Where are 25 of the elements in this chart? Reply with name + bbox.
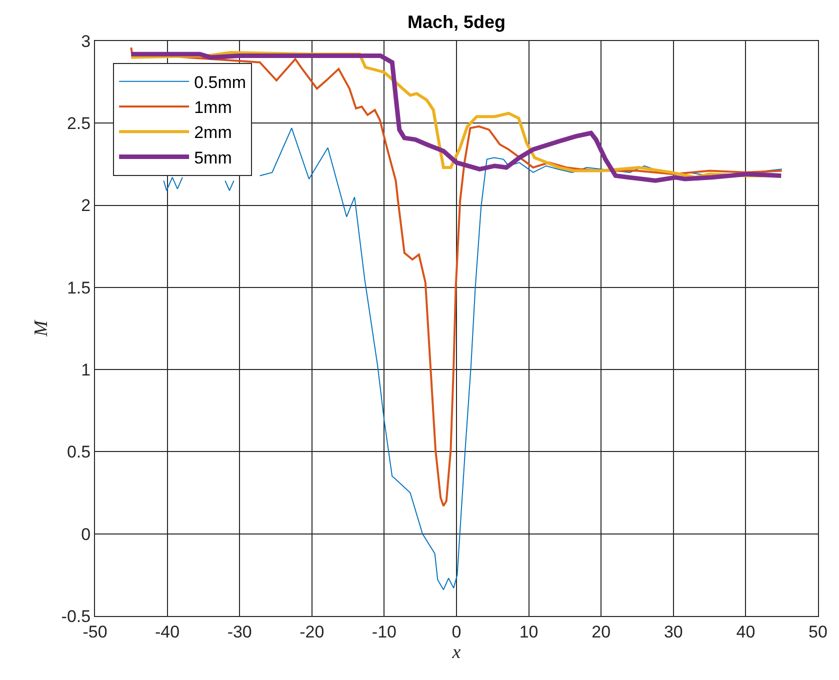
y-tick-label: 2: [81, 196, 91, 216]
legend-label: 5mm: [194, 148, 232, 168]
x-tick-label: 10: [519, 622, 538, 642]
y-tick-label: 1: [81, 360, 91, 380]
y-tick-label: 3: [81, 32, 91, 51]
x-tick-label: -40: [155, 622, 180, 642]
x-axis-title: x: [451, 642, 462, 664]
line-series: [130, 46, 783, 507]
legend-label: 0.5mm: [194, 73, 246, 92]
x-tick-label: 20: [592, 622, 611, 642]
legend-label: 1mm: [194, 98, 232, 118]
x-tick-label: 50: [808, 622, 828, 642]
y-tick-label: 0.5: [66, 442, 91, 462]
legend-label: 2mm: [194, 123, 232, 142]
x-tick-label: -10: [372, 622, 396, 642]
x-tick-label: 40: [736, 622, 756, 642]
x-tick-label: 30: [664, 622, 683, 642]
y-tick-label: 1.5: [66, 278, 91, 298]
x-tick-label: -30: [227, 622, 252, 642]
y-axis-title: M: [31, 319, 52, 338]
x-tick-label: 0: [452, 622, 462, 642]
y-tick-label: 2.5: [66, 114, 91, 134]
x-tick-label: -20: [300, 622, 324, 642]
chart-title: Mach, 5deg: [407, 12, 506, 32]
y-tick-label: 0: [81, 524, 91, 544]
